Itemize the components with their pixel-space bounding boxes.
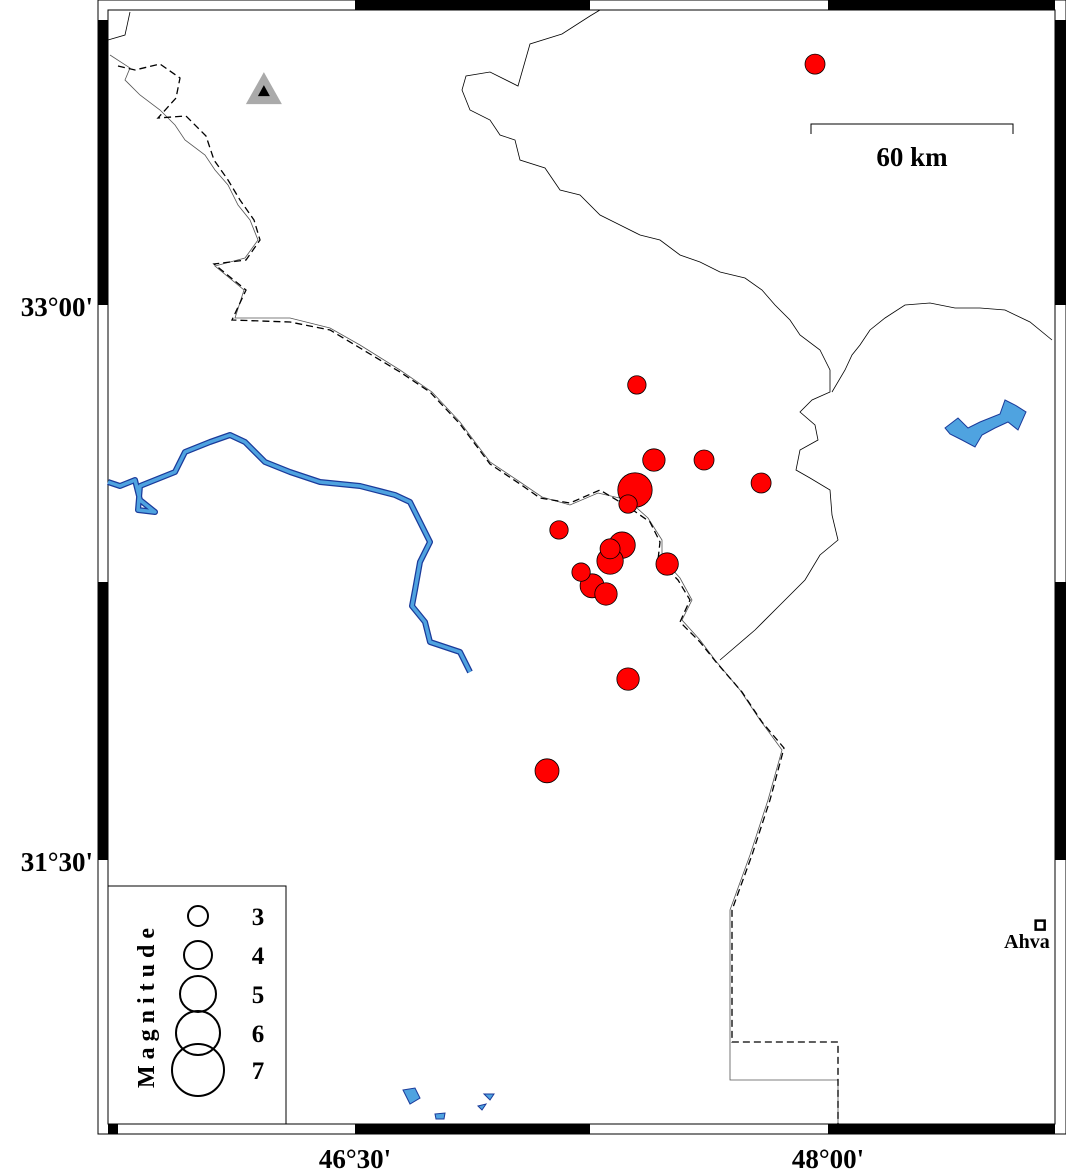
lon-label-46-30: 46°30' <box>319 1144 391 1172</box>
legend-circle-3 <box>187 905 209 927</box>
city-label: Ahva <box>1004 931 1050 953</box>
legend-label-3: 3 <box>252 904 265 931</box>
earthquake-event-13 <box>594 582 618 606</box>
lake <box>477 1093 495 1111</box>
international-border-dashed <box>117 63 839 1124</box>
map-content <box>107 9 1053 1124</box>
province-boundary <box>461 9 839 661</box>
events-layer <box>534 53 826 784</box>
magnitude-legend: Magnitude 3 4 5 6 7 <box>107 885 287 1125</box>
legend-circle-7 <box>171 1043 225 1097</box>
scale-bar-label: 60 km <box>876 142 948 172</box>
earthquake-event-10 <box>599 538 621 560</box>
earthquake-event-7 <box>549 520 569 540</box>
province-boundary-east <box>831 302 1053 393</box>
city-ahvaz: Ahva <box>1004 919 1050 953</box>
earthquake-event-2 <box>642 448 666 472</box>
earthquake-event-0 <box>804 53 826 75</box>
tigris-river-fill <box>107 433 472 673</box>
legend-circle-6 <box>175 1010 221 1056</box>
legend-label-4: 4 <box>252 943 265 970</box>
scale-bar: 60 km <box>810 123 1014 172</box>
earthquake-event-12 <box>571 562 591 582</box>
lake <box>434 1112 446 1120</box>
triangle-station-icon <box>245 72 282 105</box>
legend-circle-4 <box>183 940 213 970</box>
earthquake-event-15 <box>616 667 640 691</box>
legend-label-7: 7 <box>252 1058 265 1085</box>
earthquake-event-16 <box>534 758 560 784</box>
city-square-icon <box>1034 919 1046 931</box>
lon-label-48: 48°00' <box>792 1144 864 1172</box>
earthquake-event-1 <box>627 375 647 395</box>
lat-label-33: 33°00' <box>21 292 93 322</box>
lat-label-31-30: 31°30' <box>21 847 93 877</box>
lake <box>402 1087 421 1105</box>
earthquake-event-3 <box>693 449 715 471</box>
earthquake-event-11 <box>655 552 679 576</box>
legend-title: Magnitude <box>134 922 160 1088</box>
earthquake-event-4 <box>750 472 772 494</box>
legend-label-6: 6 <box>252 1021 265 1048</box>
lake <box>944 399 1027 448</box>
legend-label-5: 5 <box>252 982 265 1009</box>
earthquake-event-6 <box>618 494 638 514</box>
frame-mask <box>1055 860 1066 1124</box>
boundary-northwest <box>107 11 131 41</box>
